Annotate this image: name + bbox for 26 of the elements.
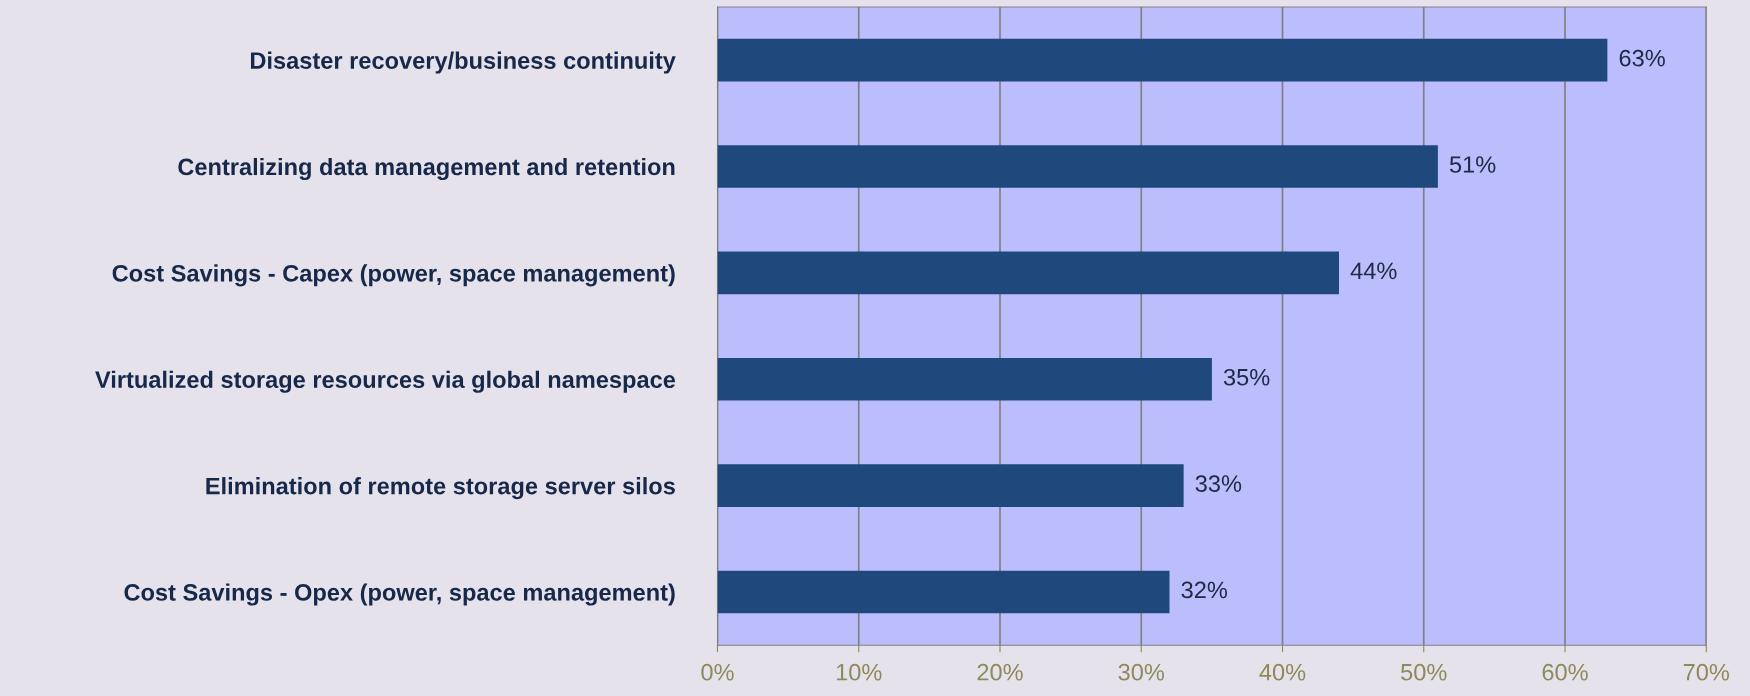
data-label: 44%	[1350, 262, 1397, 280]
x-tick-label: 50%	[1401, 663, 1447, 681]
data-label: 32%	[1181, 581, 1228, 599]
bar	[717, 251, 1339, 295]
bar	[717, 38, 1608, 82]
data-label: 51%	[1449, 156, 1496, 173]
data-label: 63%	[1619, 49, 1665, 67]
data-label: 33%	[1195, 475, 1242, 492]
x-tick-label: 60%	[1542, 663, 1588, 681]
y-tick-label: Centralizing data management and retention	[178, 157, 675, 181]
y-tick-label: Cost Savings - Opex (power, space management)	[124, 583, 675, 606]
x-tick-label: 10%	[836, 663, 882, 681]
y-tick-label: Disaster recovery/business continuity	[250, 51, 676, 74]
data-label: 35%	[1223, 368, 1270, 386]
y-tick-label: Elimination of remote storage server silos	[206, 477, 675, 500]
x-tick-label: 30%	[1118, 663, 1165, 681]
x-tick-label: 20%	[977, 663, 1023, 681]
bar	[717, 570, 1170, 614]
x-tick-label: 0%	[701, 663, 734, 681]
bar	[717, 357, 1212, 401]
x-tick-label: 70%	[1683, 663, 1730, 681]
bar	[717, 145, 1438, 188]
y-tick-label: Cost Savings - Capex (power, space management)	[112, 264, 675, 287]
bar	[717, 464, 1184, 507]
x-tick-label: 40%	[1259, 663, 1306, 681]
y-tick-label: Virtualized storage resources via global namespace	[95, 370, 676, 393]
